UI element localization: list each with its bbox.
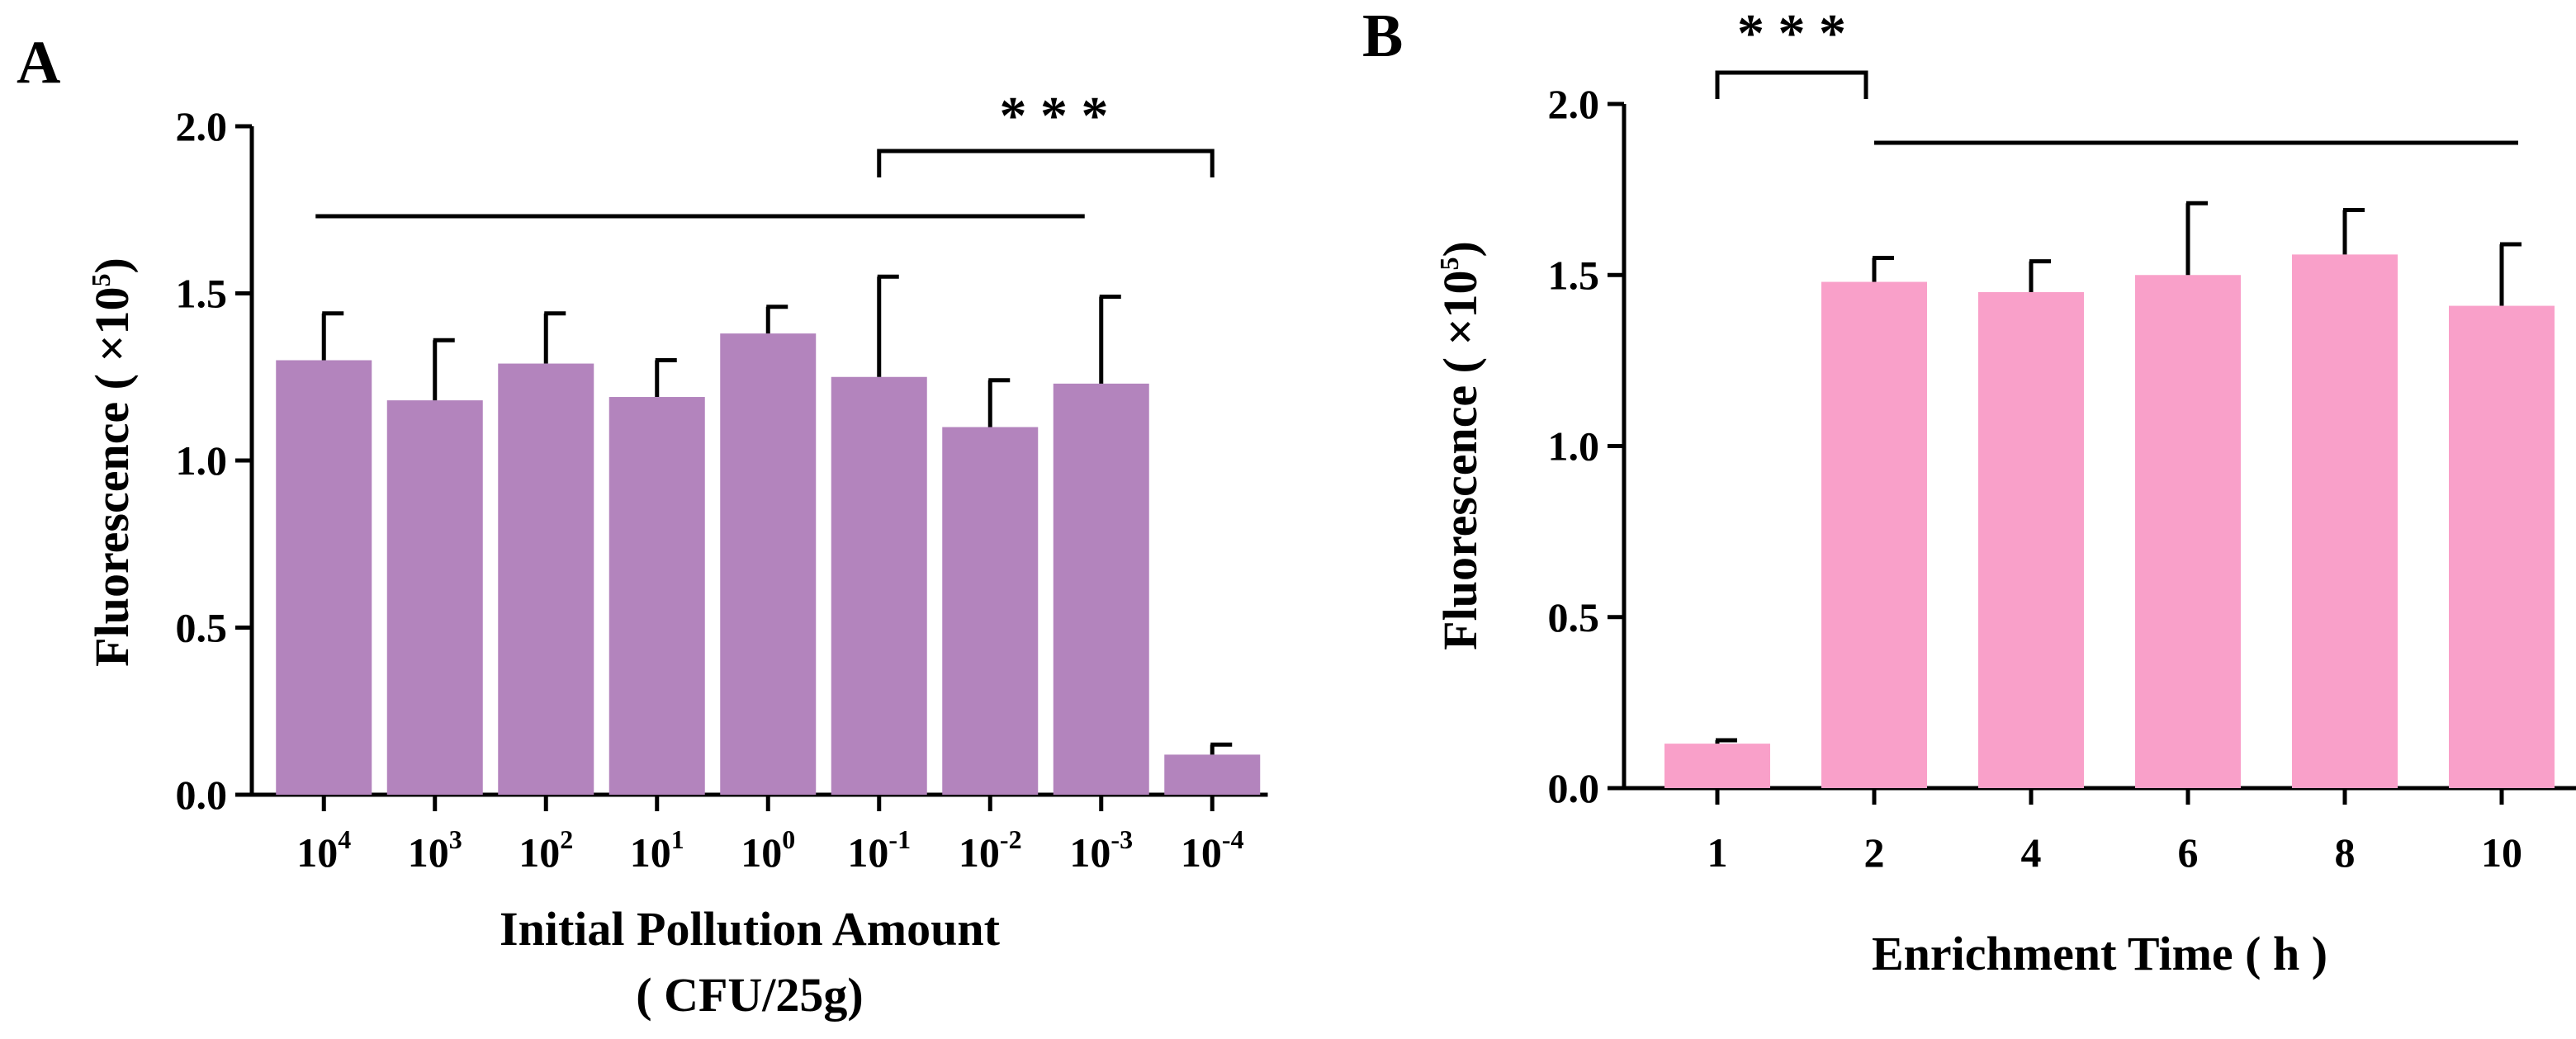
panel-a-bars (276, 274, 1261, 796)
panel-b-y-axis: 0.0 0.5 1.0 1.5 2.0 (1548, 81, 2576, 811)
significance-stars: * * * (1000, 86, 1109, 146)
panel-a-letter: A (17, 29, 60, 97)
bar (2292, 254, 2398, 788)
bar (1978, 291, 2084, 789)
bar (2449, 305, 2555, 788)
bar (1053, 383, 1149, 795)
significance-bracket (1715, 70, 1868, 99)
x-tick-label: 10-4 (1181, 824, 1244, 876)
y-tick-label: 1.0 (176, 437, 228, 484)
x-tick-label: 10-2 (959, 824, 1022, 876)
y-tick-label: 2.0 (176, 103, 228, 149)
bar (2135, 275, 2241, 788)
panel-b-x-axis-title: Enrichment Time ( h ) (1872, 927, 2327, 980)
panel-b-bars (1664, 201, 2555, 789)
significance-bracket (877, 149, 1215, 177)
bar (942, 427, 1039, 795)
x-tick-label: 10-3 (1069, 824, 1133, 876)
panel-a-x-axis-title-line2: ( CFU/25g) (636, 968, 863, 1022)
significance-stars: * * * (1737, 3, 1846, 64)
x-tick-label: 2 (1864, 829, 1885, 876)
bar (608, 397, 705, 795)
bar (276, 360, 372, 795)
x-tick-label: 6 (2178, 829, 2199, 876)
x-tick-label: 102 (519, 824, 573, 876)
y-tick-label: 0.5 (1548, 594, 1600, 640)
panel-b-x-tick-labels: 1 2 4 6 8 10 (1707, 829, 2523, 876)
x-tick-label: 1 (1707, 829, 1728, 876)
panel-a-x-axis-title: Initial Pollution Amount (500, 902, 1001, 956)
panel-a-x-tick-labels: 104 103 102 101 100 10-1 10-2 10-3 10-4 (296, 824, 1243, 876)
x-tick-label: 101 (630, 824, 684, 876)
x-tick-label: 104 (296, 824, 351, 876)
y-tick-label: 1.0 (1548, 423, 1600, 470)
x-tick-label: 103 (408, 824, 462, 876)
panel-a: A 0.0 0.5 1.0 1.5 2.0 104 103 102 101 100 10-1 10-… (17, 29, 1268, 1022)
bar (498, 363, 594, 795)
x-tick-label: 100 (741, 824, 795, 876)
bar (1164, 754, 1261, 795)
panel-b-y-axis-title: Fluorescence ( ×105) (1433, 241, 1487, 650)
panel-b: B 0.0 0.5 1.0 1.5 2.0 1 2 4 6 8 10 Enrichment Tim… (1362, 2, 2576, 980)
bar (720, 333, 817, 796)
x-tick-label: 4 (2021, 829, 2042, 876)
panel-b-letter: B (1362, 2, 1403, 70)
panel-a-y-axis-title: Fluorescence ( ×105) (85, 257, 139, 667)
x-tick-label: 10-1 (847, 824, 911, 876)
bar (831, 376, 927, 795)
y-tick-label: 0.0 (176, 772, 228, 818)
y-tick-label: 0.5 (176, 605, 228, 651)
panel-a-significance: * * * (315, 86, 1215, 219)
x-tick-label: 8 (2335, 829, 2356, 876)
bar (1664, 744, 1770, 788)
y-tick-label: 0.0 (1548, 765, 1600, 811)
y-tick-label: 1.5 (176, 271, 228, 317)
bar (1821, 281, 1927, 788)
y-tick-label: 2.0 (1548, 81, 1600, 127)
panel-b-significance: * * * (1715, 3, 2518, 145)
y-tick-label: 1.5 (1548, 252, 1600, 298)
x-tick-label: 10 (2481, 829, 2522, 876)
bar (386, 400, 483, 795)
